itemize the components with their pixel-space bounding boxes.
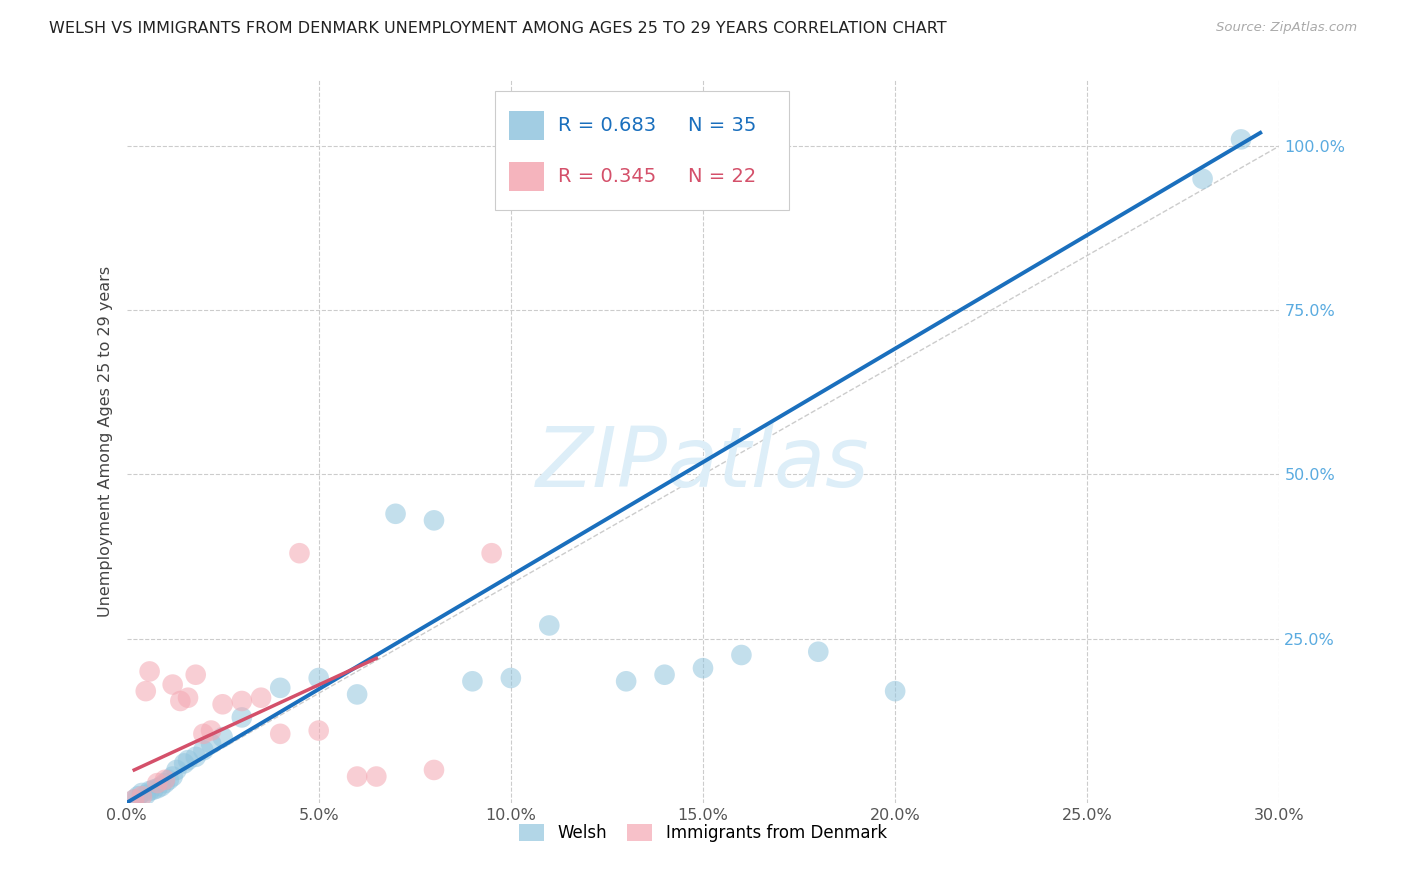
Point — [146, 776, 169, 790]
Text: ZIPatlas: ZIPatlas — [536, 423, 870, 504]
Point — [423, 513, 446, 527]
Point — [308, 723, 330, 738]
Point — [184, 749, 207, 764]
Point — [162, 770, 184, 784]
FancyBboxPatch shape — [509, 162, 544, 191]
Text: N = 35: N = 35 — [688, 116, 756, 136]
Point — [481, 546, 503, 560]
Text: N = 22: N = 22 — [688, 167, 756, 186]
Point — [730, 648, 752, 662]
Point — [1191, 171, 1213, 186]
Point — [366, 770, 388, 784]
Point — [135, 684, 157, 698]
Point — [153, 772, 176, 787]
Point — [193, 743, 215, 757]
Point — [131, 789, 153, 804]
Point — [538, 618, 561, 632]
Point — [166, 763, 188, 777]
Point — [1230, 132, 1253, 146]
Point — [173, 756, 195, 771]
Point — [157, 772, 180, 787]
FancyBboxPatch shape — [509, 112, 544, 140]
Point — [127, 789, 149, 804]
Point — [177, 690, 200, 705]
Point — [231, 694, 253, 708]
Point — [807, 645, 830, 659]
Point — [200, 737, 222, 751]
Point — [122, 792, 145, 806]
Point — [308, 671, 330, 685]
Text: R = 0.683: R = 0.683 — [558, 116, 655, 136]
FancyBboxPatch shape — [495, 91, 790, 211]
Point — [346, 770, 368, 784]
Point — [231, 710, 253, 724]
Point — [211, 698, 233, 712]
Point — [184, 667, 207, 681]
Point — [884, 684, 907, 698]
Point — [461, 674, 484, 689]
Point — [153, 776, 176, 790]
Point — [162, 677, 184, 691]
Y-axis label: Unemployment Among Ages 25 to 29 years: Unemployment Among Ages 25 to 29 years — [97, 266, 112, 617]
Point — [146, 781, 169, 796]
Point — [122, 792, 145, 806]
Point — [193, 727, 215, 741]
Point — [269, 681, 291, 695]
Point — [346, 687, 368, 701]
Point — [499, 671, 522, 685]
Point — [614, 674, 637, 689]
Point — [423, 763, 446, 777]
Point — [177, 753, 200, 767]
Legend: Welsh, Immigrants from Denmark: Welsh, Immigrants from Denmark — [513, 817, 893, 848]
Text: WELSH VS IMMIGRANTS FROM DENMARK UNEMPLOYMENT AMONG AGES 25 TO 29 YEARS CORRELAT: WELSH VS IMMIGRANTS FROM DENMARK UNEMPLO… — [49, 21, 946, 36]
Point — [138, 665, 160, 679]
Point — [288, 546, 311, 560]
Point — [211, 730, 233, 744]
Point — [250, 690, 273, 705]
Point — [138, 784, 160, 798]
Text: Source: ZipAtlas.com: Source: ZipAtlas.com — [1216, 21, 1357, 34]
Point — [200, 723, 222, 738]
Point — [692, 661, 714, 675]
Point — [135, 788, 157, 802]
Point — [269, 727, 291, 741]
Point — [169, 694, 191, 708]
Point — [654, 667, 676, 681]
Text: R = 0.345: R = 0.345 — [558, 167, 657, 186]
Point — [150, 780, 173, 794]
Point — [131, 786, 153, 800]
Point — [142, 782, 165, 797]
Point — [384, 507, 406, 521]
